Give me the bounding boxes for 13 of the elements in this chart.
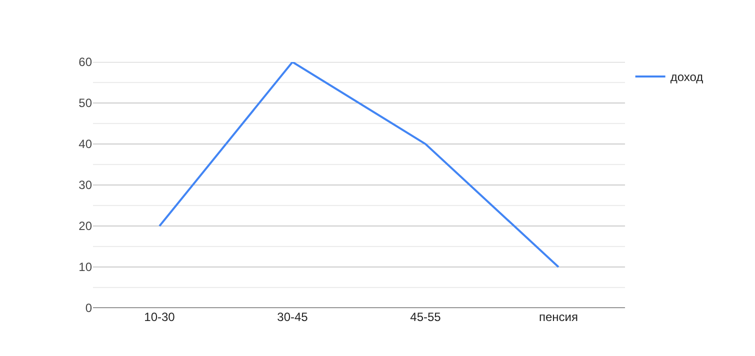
line-series: [158, 62, 560, 268]
x-tick-label: 45-55: [410, 310, 442, 324]
y-tick-label: 0: [85, 301, 92, 316]
y-tick-label: 10: [78, 260, 92, 274]
y-tick-label: 40: [78, 137, 92, 152]
x-tick-label: 10-30: [144, 310, 176, 324]
y-tick-label: 60: [78, 55, 92, 70]
y-tick-label: 30: [78, 178, 92, 192]
x-tick-label: пенсия: [539, 310, 578, 324]
x-tick-label: 30-45: [277, 310, 308, 324]
y-tick-label: 50: [78, 96, 92, 110]
y-tick-label: 20: [78, 219, 92, 234]
legend-label: доход: [670, 70, 704, 84]
